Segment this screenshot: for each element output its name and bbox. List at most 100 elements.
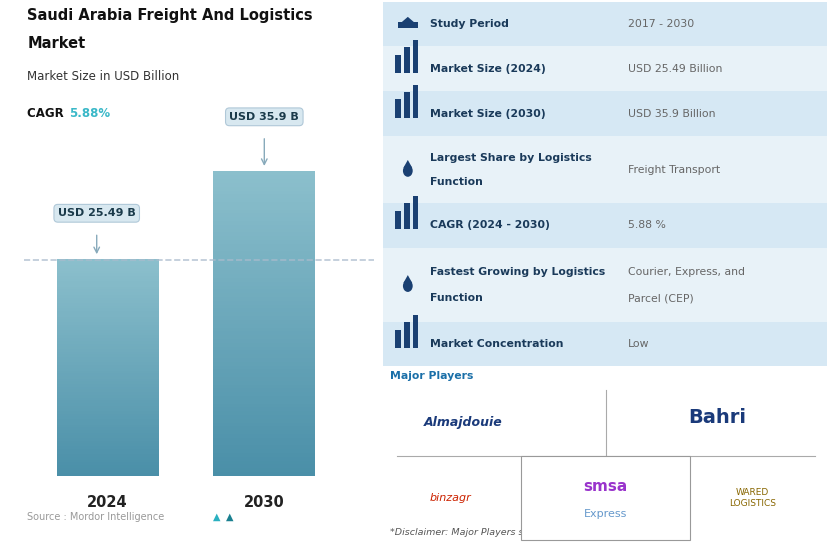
Bar (56, 370, 159, 373)
Bar (56, 316, 159, 319)
Bar (56, 464, 159, 468)
Bar (213, 441, 315, 445)
Bar (213, 300, 315, 305)
Bar (213, 262, 315, 266)
Bar (56, 410, 159, 414)
Text: Saudi Arabia Freight And Logistics: Saudi Arabia Freight And Logistics (27, 8, 313, 23)
Bar (213, 445, 315, 449)
Bar (56, 383, 159, 387)
Bar (213, 213, 315, 217)
Bar (213, 342, 315, 347)
Bar (213, 388, 315, 392)
Bar (56, 292, 159, 295)
Text: 5.88%: 5.88% (69, 107, 110, 120)
FancyBboxPatch shape (520, 456, 690, 540)
Bar (213, 240, 315, 244)
Bar (213, 304, 315, 309)
FancyBboxPatch shape (383, 136, 827, 203)
FancyBboxPatch shape (383, 248, 827, 322)
Bar (213, 399, 315, 404)
Bar (213, 266, 315, 270)
Text: ▲: ▲ (213, 512, 221, 522)
Circle shape (403, 165, 412, 177)
Bar (56, 259, 159, 263)
Bar (56, 324, 159, 327)
Bar (413, 196, 418, 229)
Bar (213, 353, 315, 358)
Bar (213, 178, 315, 183)
Bar (56, 340, 159, 344)
Polygon shape (403, 275, 412, 283)
Bar (213, 472, 315, 476)
Bar (213, 316, 315, 320)
Bar (213, 327, 315, 331)
Bar (213, 312, 315, 316)
Bar (56, 424, 159, 427)
Bar (56, 432, 159, 435)
Text: 2030: 2030 (244, 495, 284, 510)
Bar (213, 411, 315, 415)
Bar (56, 283, 159, 287)
Bar (413, 315, 418, 348)
Bar (213, 365, 315, 369)
Bar (56, 467, 159, 470)
Bar (56, 416, 159, 419)
Bar (213, 277, 315, 282)
Bar (213, 220, 315, 225)
Text: Market Size in USD Billion: Market Size in USD Billion (27, 70, 179, 83)
Bar (213, 182, 315, 187)
Bar (213, 171, 315, 176)
Text: Major Players: Major Players (390, 371, 473, 381)
Bar (56, 327, 159, 330)
Bar (213, 224, 315, 229)
Text: Market Concentration: Market Concentration (429, 339, 563, 349)
Bar (404, 47, 409, 73)
Bar (213, 384, 315, 388)
Text: USD 25.49 B: USD 25.49 B (58, 208, 136, 218)
Bar (56, 351, 159, 354)
Bar (56, 335, 159, 338)
Bar (213, 285, 315, 289)
Bar (56, 332, 159, 335)
Bar (213, 247, 315, 252)
Bar (56, 438, 159, 441)
Bar (56, 408, 159, 411)
Text: Courier, Express, and: Courier, Express, and (627, 267, 744, 277)
Bar (56, 308, 159, 311)
Bar (56, 343, 159, 346)
Text: Largest Share by Logistics: Largest Share by Logistics (429, 153, 591, 163)
Bar (213, 452, 315, 457)
Bar (56, 286, 159, 289)
Bar (213, 194, 315, 198)
Bar (56, 400, 159, 403)
Bar (56, 359, 159, 363)
Bar (213, 426, 315, 430)
Text: Market Size (2030): Market Size (2030) (429, 109, 545, 119)
Text: Market Size (2024): Market Size (2024) (429, 64, 545, 74)
Bar (56, 451, 159, 454)
Bar (213, 350, 315, 354)
Bar (394, 211, 400, 229)
Bar (56, 418, 159, 422)
Bar (56, 278, 159, 281)
Bar (56, 357, 159, 360)
Text: Fastest Growing by Logistics: Fastest Growing by Logistics (429, 267, 605, 277)
Bar (56, 446, 159, 449)
Bar (413, 40, 418, 73)
Bar (213, 407, 315, 411)
Bar (56, 375, 159, 379)
Bar (56, 265, 159, 268)
Text: 5.88 %: 5.88 % (627, 220, 665, 230)
Bar (213, 433, 315, 438)
Bar (56, 443, 159, 446)
Bar (56, 294, 159, 298)
Bar (56, 297, 159, 300)
Bar (56, 449, 159, 452)
Text: CAGR: CAGR (27, 107, 69, 120)
Bar (213, 395, 315, 400)
Bar (56, 462, 159, 465)
Bar (213, 232, 315, 236)
Bar (56, 273, 159, 276)
Bar (56, 456, 159, 459)
Bar (213, 339, 315, 343)
